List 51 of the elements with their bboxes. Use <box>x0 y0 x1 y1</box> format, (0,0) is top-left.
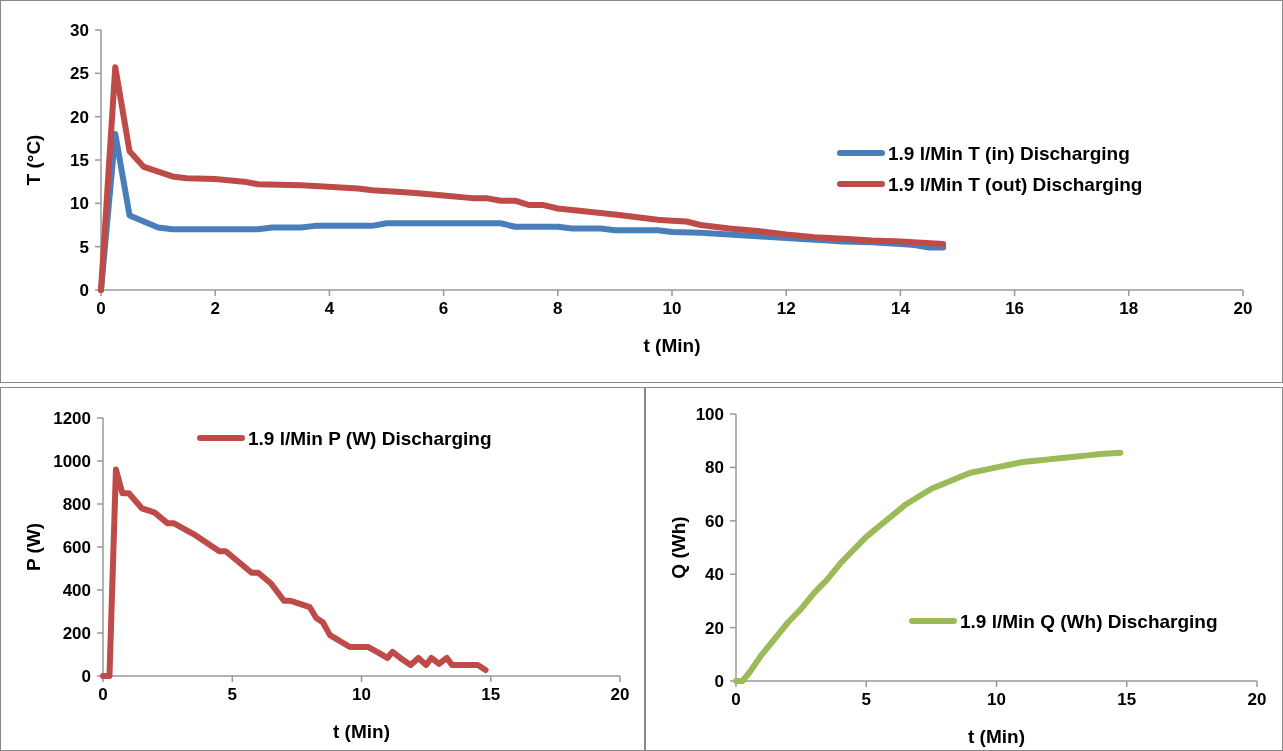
y-tick-label: 800 <box>62 494 91 514</box>
y-axis-title: Q (Wh) <box>668 516 689 579</box>
y-tick-label: 40 <box>705 565 724 585</box>
x-tick-label: 15 <box>481 685 501 704</box>
legend-label: 1.9 l/Min P (W) Discharging <box>248 427 492 449</box>
y-axis-title: T (°C) <box>23 134 44 186</box>
y-tick-label: 1200 <box>53 408 91 428</box>
y-tick-label: 0 <box>79 280 89 300</box>
y-tick-label: 200 <box>62 623 91 643</box>
x-tick-label: 10 <box>987 690 1006 709</box>
legend-label: 1.9 l/Min Q (Wh) Discharging <box>960 610 1218 632</box>
x-tick-label: 15 <box>1117 690 1137 709</box>
x-tick-label: 16 <box>1005 299 1025 318</box>
y-tick-label: 100 <box>695 404 724 424</box>
x-tick-label: 0 <box>731 690 741 709</box>
y-tick-label: 25 <box>70 64 89 84</box>
y-tick-label: 15 <box>70 150 89 170</box>
x-tick-label: 18 <box>1119 299 1139 318</box>
x-tick-label: 20 <box>1233 299 1253 318</box>
y-tick-label: 20 <box>705 618 724 638</box>
x-tick-label: 4 <box>324 299 335 318</box>
x-axis-title: t (Min) <box>968 726 1025 747</box>
x-tick-label: 20 <box>1247 690 1267 709</box>
x-tick-label: 20 <box>610 685 630 704</box>
y-tick-label: 60 <box>705 511 724 531</box>
y-tick-label: 10 <box>70 194 89 214</box>
x-tick-label: 10 <box>352 685 371 704</box>
x-tick-label: 14 <box>890 299 911 318</box>
y-tick-label: 0 <box>81 666 91 686</box>
y-tick-label: 600 <box>62 537 91 557</box>
x-tick-label: 12 <box>776 299 796 318</box>
y-tick-label: 0 <box>714 671 724 691</box>
legend-label: 1.9 l/Min T (in) Discharging <box>888 142 1130 164</box>
y-tick-label: 30 <box>70 20 89 40</box>
x-tick-label: 5 <box>861 690 871 709</box>
y-tick-label: 1000 <box>53 451 91 471</box>
x-axis-title: t (Min) <box>643 335 701 356</box>
y-tick-label: 400 <box>62 580 91 600</box>
y-tick-label: 20 <box>70 107 89 127</box>
x-tick-label: 6 <box>438 299 449 318</box>
x-tick-label: 10 <box>662 299 682 318</box>
y-axis-title: P (W) <box>23 522 44 572</box>
x-tick-label: 5 <box>227 685 237 704</box>
x-tick-label: 2 <box>210 299 220 318</box>
legend-label: 1.9 l/Min T (out) Discharging <box>888 173 1143 195</box>
x-tick-label: 8 <box>553 299 563 318</box>
x-tick-label: 0 <box>96 299 106 318</box>
y-tick-label: 5 <box>79 237 89 257</box>
y-tick-label: 80 <box>705 458 724 478</box>
x-axis-title: t (Min) <box>333 721 390 742</box>
x-tick-label: 0 <box>98 685 108 704</box>
